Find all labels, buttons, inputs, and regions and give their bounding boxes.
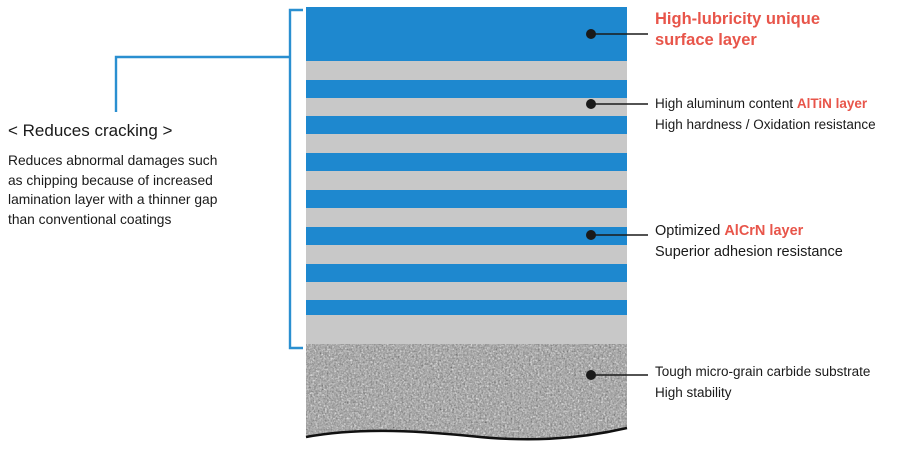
alcrn-layer-label: Optimized AlCrN layer Superior adhesion … <box>655 221 843 263</box>
alcrn-highlight: AlCrN layer <box>724 223 804 239</box>
altin-stripe <box>306 80 627 98</box>
leader-alcrn <box>586 230 648 240</box>
alcrn-stripe <box>306 171 627 190</box>
alcrn-stripe <box>306 61 627 80</box>
alcrn-stripe <box>306 282 627 300</box>
alcrn-stripe <box>306 208 627 227</box>
reduces-cracking-description: Reduces abnormal damages such as chippin… <box>8 151 217 229</box>
reduces-cracking-title: < Reduces cracking > <box>8 121 173 140</box>
substrate-label: Tough micro-grain carbide substrate High… <box>655 361 870 403</box>
altin-stripe <box>306 190 627 208</box>
altin-stripe <box>306 116 627 134</box>
surface-layer-label: High-lubricity unique surface layer <box>655 9 820 51</box>
substrate-bottom-edge <box>305 426 628 441</box>
leader-altin <box>586 99 648 109</box>
description-line: lamination layer with a thinner gap <box>8 192 218 207</box>
alcrn-stripe <box>306 315 627 344</box>
alcrn-stripe <box>306 98 627 116</box>
substrate-label-line2: High stability <box>655 385 732 400</box>
description-line: as chipping because of increased <box>8 172 213 188</box>
lamination-bracket <box>288 8 303 350</box>
lamination-stripes <box>306 61 627 344</box>
surface-layer-label-line2: surface layer <box>655 31 757 49</box>
surface-layer-label-line1: High-lubricity unique <box>655 10 820 28</box>
altin-highlight: AlTiN layer <box>796 96 868 111</box>
alcrn-stripe <box>306 134 627 153</box>
altin-prefix: High aluminum content <box>655 96 797 111</box>
altin-stripe <box>306 227 627 245</box>
carbide-substrate <box>306 344 627 440</box>
altin-stripe <box>306 264 627 282</box>
description-line: than conventional coatings <box>8 211 172 227</box>
surface-layer <box>306 7 627 61</box>
altin-stripe <box>306 153 627 171</box>
altin-stripe <box>306 300 627 315</box>
bracket-connector <box>114 55 290 112</box>
leader-surface <box>586 29 648 39</box>
description-line: Reduces abnormal damages such <box>8 153 218 168</box>
altin-description: High hardness / Oxidation resistance <box>655 117 876 132</box>
alcrn-prefix: Optimized <box>655 223 725 239</box>
altin-layer-label: High aluminum content AlTiN layer High h… <box>655 93 876 135</box>
substrate-label-line1: Tough micro-grain carbide substrate <box>655 364 871 379</box>
alcrn-description: Superior adhesion resistance <box>655 244 843 260</box>
alcrn-stripe <box>306 245 627 264</box>
leader-substrate <box>586 370 648 380</box>
